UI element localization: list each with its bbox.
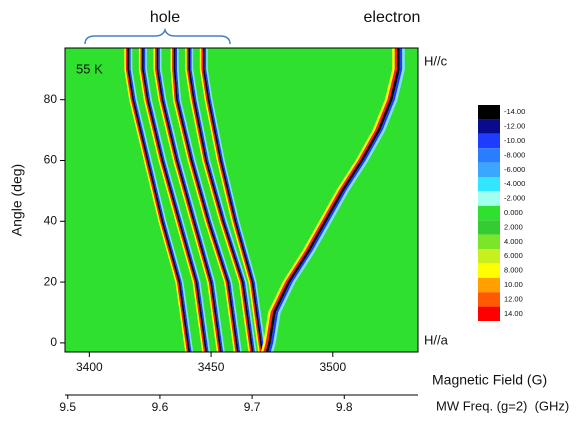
- annotation: H//c: [424, 53, 448, 68]
- resonance-line: [260, 48, 395, 352]
- colorbar-label: 12.00: [504, 294, 523, 303]
- resonance-line: [191, 48, 257, 352]
- resonance-line: [129, 48, 192, 352]
- colorbar-swatch: [478, 263, 500, 278]
- resonance-line: [206, 48, 267, 352]
- colorbar-swatch: [478, 177, 500, 192]
- resonance-line: [127, 48, 190, 352]
- colorbar-label: 10.00: [504, 280, 523, 289]
- resonance-line: [143, 48, 209, 352]
- resonance-line: [124, 48, 187, 352]
- y-tick-label: 60: [44, 153, 58, 167]
- colorbar-label: 14.00: [504, 309, 523, 318]
- resonance-line: [142, 48, 207, 352]
- colorbar-swatch: [478, 191, 500, 206]
- hole-bracket: [84, 27, 231, 45]
- x2-tick-label: 9.8: [336, 400, 353, 414]
- annotation: electron: [364, 9, 421, 26]
- resonance-line: [173, 48, 239, 352]
- colorbar-swatch: [478, 105, 500, 120]
- y-tick-label: 80: [44, 92, 58, 106]
- colorbar-swatch: [478, 249, 500, 264]
- x2-tick-label: 9.7: [244, 400, 261, 414]
- y-axis-label: Angle (deg): [9, 164, 25, 236]
- resonance-line: [265, 48, 400, 352]
- x2-tick-label: 9.5: [59, 400, 76, 414]
- colorbar-label: 8.000: [504, 266, 523, 275]
- colorbar-swatch: [478, 292, 500, 307]
- resonance-line: [186, 48, 252, 352]
- y-tick-label: 40: [44, 213, 58, 227]
- colorbar-label: 2.000: [504, 222, 523, 231]
- colorbar-swatch: [478, 133, 500, 149]
- resonance-line: [155, 48, 220, 352]
- colorbar-swatch: [478, 234, 500, 249]
- colorbar-swatch: [478, 220, 500, 235]
- resonance-line: [268, 48, 403, 352]
- annotation: hole: [150, 9, 180, 26]
- resonance-line: [170, 48, 236, 352]
- colorbar-label: -4.000: [504, 179, 525, 188]
- x2-tick-label: 9.6: [152, 400, 169, 414]
- resonance-line: [175, 48, 241, 352]
- resonance-line: [188, 48, 254, 352]
- x2-axis-label: MW Freq. (g=2) (GHz): [436, 398, 569, 413]
- colorbar-swatch: [478, 205, 500, 221]
- x-tick-label: 3450: [198, 360, 225, 374]
- plot-background: [65, 48, 418, 352]
- resonance-line: [201, 48, 262, 352]
- resonance-line: [263, 48, 398, 352]
- x-tick-label: 3500: [319, 360, 346, 374]
- resonance-line: [156, 48, 222, 352]
- resonance-line: [140, 48, 206, 352]
- colorbar-label: -2.000: [504, 194, 525, 203]
- colorbar-swatch: [478, 119, 500, 134]
- y-tick-label: 20: [44, 274, 58, 288]
- resonance-line: [130, 48, 194, 352]
- colorbar-label: -6.000: [504, 165, 525, 174]
- resonance-line: [270, 48, 405, 352]
- colorbar-label: 0.000: [504, 208, 523, 217]
- resonance-line: [190, 48, 255, 352]
- resonance-line: [199, 48, 260, 352]
- resonance-line: [145, 48, 211, 352]
- colorbar-swatch: [478, 277, 500, 293]
- x-axis-label: Magnetic Field (G): [432, 372, 547, 388]
- resonance-line: [159, 48, 225, 352]
- plot-frame: [64, 47, 419, 353]
- colorbar-label: -10.00: [504, 136, 525, 145]
- plot-area: [124, 48, 405, 352]
- resonance-line: [153, 48, 219, 352]
- colorbar-label: -14.00: [504, 107, 525, 116]
- resonance-line: [158, 48, 224, 352]
- x-tick-label: 3400: [76, 360, 103, 374]
- colorbar-swatch: [478, 306, 500, 321]
- annotation: 55 K: [76, 61, 103, 76]
- resonance-line: [203, 48, 263, 352]
- colorbar-label: -8.000: [504, 150, 525, 159]
- resonance-line: [185, 48, 251, 352]
- resonance-line: [125, 48, 189, 352]
- resonance-line: [177, 48, 242, 352]
- resonance-line: [138, 48, 204, 352]
- colorbar-swatch: [478, 162, 500, 177]
- resonance-line: [172, 48, 237, 352]
- resonance-line: [204, 48, 265, 352]
- colorbar-swatch: [478, 148, 500, 163]
- y-tick-label: 0: [50, 335, 57, 349]
- colorbar-label: 6.000: [504, 251, 523, 260]
- annotation: H//a: [424, 332, 449, 347]
- colorbar-label: 4.000: [504, 237, 523, 246]
- colorbar-label: -12.00: [504, 122, 525, 131]
